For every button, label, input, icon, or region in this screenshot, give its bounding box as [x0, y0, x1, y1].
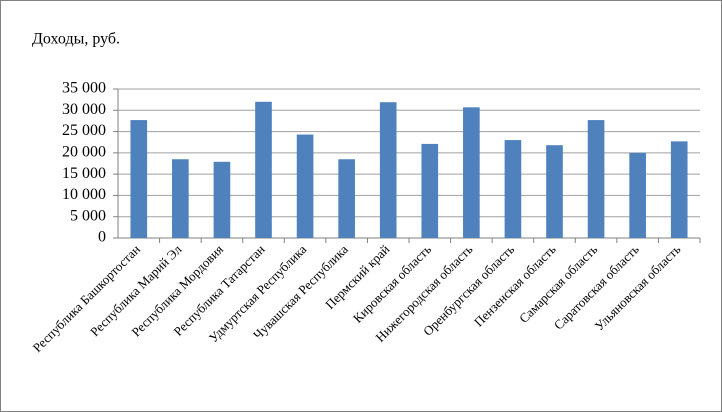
y-tick-label: 15 000	[62, 165, 106, 182]
y-tick-label: 10 000	[62, 186, 106, 203]
bar	[421, 143, 439, 238]
bar	[255, 101, 272, 239]
chart-title: Доходы, руб.	[32, 31, 120, 48]
y-tick-label: 5 000	[70, 207, 106, 224]
y-tick-label: 35 000	[62, 80, 106, 97]
bar	[213, 161, 231, 238]
y-tick-label: 25 000	[62, 122, 106, 139]
bar	[130, 120, 148, 238]
y-tick-label: 30 000	[62, 101, 106, 118]
bar	[546, 145, 563, 238]
bar	[296, 134, 314, 238]
bar	[587, 120, 605, 238]
bar	[379, 102, 397, 238]
bar	[629, 152, 646, 238]
bar	[463, 107, 480, 238]
bar	[172, 159, 189, 238]
bar	[670, 141, 688, 238]
bar	[338, 159, 355, 238]
y-tick-label: 20 000	[62, 144, 106, 161]
bar	[504, 140, 522, 238]
y-tick-label: 0	[98, 229, 106, 246]
